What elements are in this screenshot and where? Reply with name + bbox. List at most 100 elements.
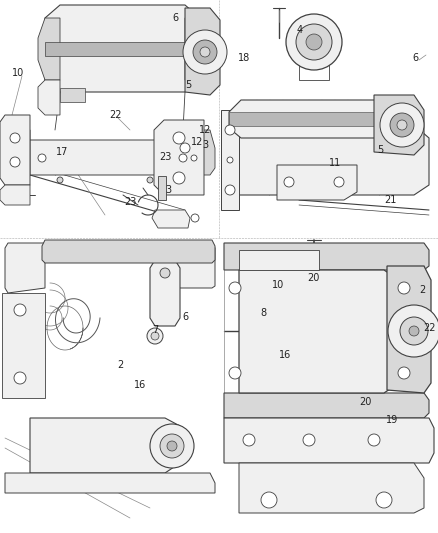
Circle shape bbox=[286, 14, 342, 70]
Circle shape bbox=[193, 40, 217, 64]
Circle shape bbox=[296, 24, 332, 60]
Polygon shape bbox=[224, 418, 434, 463]
Circle shape bbox=[173, 132, 185, 144]
Circle shape bbox=[180, 143, 190, 153]
Polygon shape bbox=[45, 248, 175, 260]
Text: 12: 12 bbox=[191, 137, 203, 147]
Circle shape bbox=[284, 177, 294, 187]
Polygon shape bbox=[195, 130, 215, 175]
Text: 3: 3 bbox=[202, 140, 208, 150]
Text: 5: 5 bbox=[377, 145, 383, 155]
Polygon shape bbox=[154, 120, 204, 195]
Polygon shape bbox=[387, 266, 431, 393]
Text: 21: 21 bbox=[384, 195, 396, 205]
Circle shape bbox=[400, 317, 428, 345]
Circle shape bbox=[390, 113, 414, 137]
Polygon shape bbox=[185, 8, 220, 95]
Text: 20: 20 bbox=[307, 273, 319, 283]
Text: 19: 19 bbox=[386, 415, 398, 425]
Polygon shape bbox=[374, 95, 424, 155]
Text: 5: 5 bbox=[185, 80, 191, 90]
Polygon shape bbox=[185, 18, 205, 80]
Text: 18: 18 bbox=[238, 53, 250, 63]
Polygon shape bbox=[45, 42, 200, 56]
Circle shape bbox=[14, 304, 26, 316]
Circle shape bbox=[191, 214, 199, 222]
Bar bbox=[158, 176, 166, 200]
Circle shape bbox=[334, 177, 344, 187]
Circle shape bbox=[160, 434, 184, 458]
Polygon shape bbox=[38, 80, 60, 115]
Polygon shape bbox=[5, 473, 215, 493]
Circle shape bbox=[14, 372, 26, 384]
Circle shape bbox=[10, 157, 20, 167]
Polygon shape bbox=[38, 18, 60, 80]
Text: 3: 3 bbox=[165, 185, 171, 195]
Polygon shape bbox=[224, 243, 429, 270]
Circle shape bbox=[397, 120, 407, 130]
Polygon shape bbox=[239, 463, 424, 513]
Circle shape bbox=[38, 154, 46, 162]
Circle shape bbox=[191, 155, 197, 161]
Text: 10: 10 bbox=[272, 280, 284, 290]
Circle shape bbox=[225, 125, 235, 135]
Polygon shape bbox=[42, 240, 215, 263]
Polygon shape bbox=[221, 110, 239, 210]
Circle shape bbox=[376, 492, 392, 508]
Polygon shape bbox=[229, 100, 387, 138]
Circle shape bbox=[409, 326, 419, 336]
Circle shape bbox=[368, 434, 380, 446]
Text: 23: 23 bbox=[124, 197, 136, 207]
Text: 8: 8 bbox=[260, 308, 266, 318]
Polygon shape bbox=[175, 243, 215, 288]
Circle shape bbox=[261, 492, 277, 508]
Circle shape bbox=[147, 328, 163, 344]
Circle shape bbox=[150, 424, 194, 468]
Polygon shape bbox=[277, 165, 357, 200]
Circle shape bbox=[229, 367, 241, 379]
Polygon shape bbox=[229, 112, 387, 126]
Circle shape bbox=[179, 154, 187, 162]
Circle shape bbox=[10, 133, 20, 143]
Circle shape bbox=[229, 282, 241, 294]
Polygon shape bbox=[5, 243, 45, 293]
Text: 4: 4 bbox=[297, 25, 303, 35]
Circle shape bbox=[57, 177, 63, 183]
Circle shape bbox=[225, 185, 235, 195]
Text: 6: 6 bbox=[412, 53, 418, 63]
Polygon shape bbox=[2, 293, 45, 398]
Polygon shape bbox=[18, 140, 210, 175]
Polygon shape bbox=[0, 185, 30, 205]
Polygon shape bbox=[45, 243, 175, 250]
Text: 11: 11 bbox=[329, 158, 341, 168]
Circle shape bbox=[398, 367, 410, 379]
Text: 12: 12 bbox=[199, 125, 211, 135]
Polygon shape bbox=[0, 115, 30, 185]
Circle shape bbox=[243, 434, 255, 446]
Text: 7: 7 bbox=[152, 325, 158, 335]
Polygon shape bbox=[150, 260, 180, 326]
Text: 16: 16 bbox=[279, 350, 291, 360]
Polygon shape bbox=[45, 5, 200, 92]
Text: 23: 23 bbox=[159, 152, 171, 162]
Polygon shape bbox=[224, 125, 429, 195]
Polygon shape bbox=[60, 88, 85, 102]
Circle shape bbox=[303, 434, 315, 446]
Text: 2: 2 bbox=[117, 360, 123, 370]
Circle shape bbox=[227, 157, 233, 163]
Polygon shape bbox=[10, 130, 30, 175]
Text: 22: 22 bbox=[424, 323, 436, 333]
Text: 6: 6 bbox=[182, 312, 188, 322]
Circle shape bbox=[388, 305, 438, 357]
Circle shape bbox=[151, 332, 159, 340]
Text: 2: 2 bbox=[419, 285, 425, 295]
Text: 16: 16 bbox=[134, 380, 146, 390]
Circle shape bbox=[167, 441, 177, 451]
Circle shape bbox=[147, 177, 153, 183]
Text: 20: 20 bbox=[359, 397, 371, 407]
Polygon shape bbox=[152, 210, 190, 228]
Polygon shape bbox=[30, 418, 180, 473]
Circle shape bbox=[173, 172, 185, 184]
Polygon shape bbox=[239, 270, 399, 393]
Text: 6: 6 bbox=[172, 13, 178, 23]
